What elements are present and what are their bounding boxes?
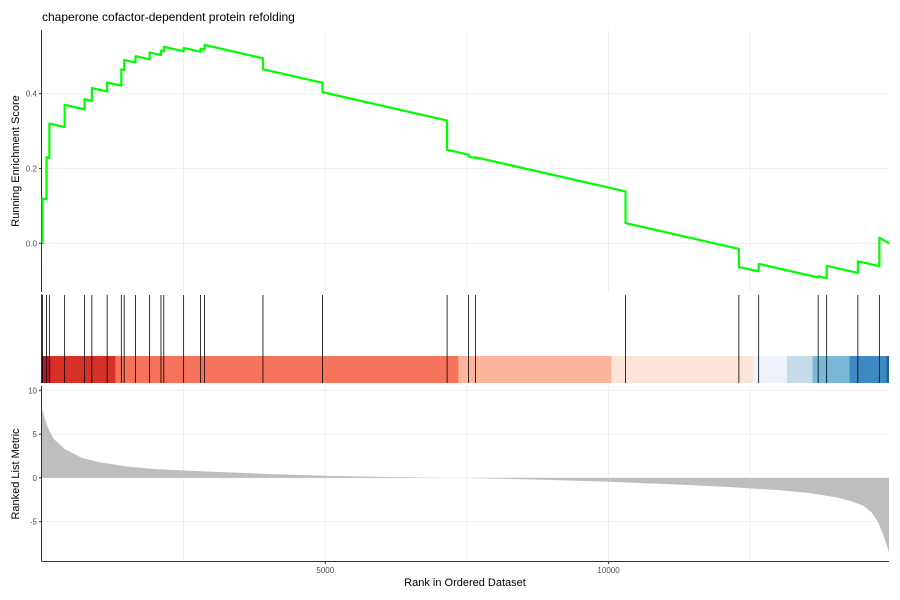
ranked-metric-y-ticks: -5 0 5 10 [28, 386, 42, 527]
gene-hit-lines [42, 295, 880, 383]
x-axis-title: Rank in Ordered Dataset [404, 577, 526, 589]
band-segment [787, 356, 813, 383]
running-score-gridlines [42, 30, 889, 292]
ranked-metric-area [42, 407, 889, 553]
x-tick-label: 5000 [316, 566, 334, 575]
ranked-metric-panel: -5 0 5 10 5000 10000 Ranked List Metric Rank… [10, 386, 889, 589]
x-ticks: 5000 10000 [316, 561, 620, 575]
y-tick-label: 10 [28, 386, 37, 395]
x-tick-label: 10000 [597, 566, 620, 575]
rank-color-band [42, 356, 889, 383]
running-score-line [41, 43, 890, 280]
running-score-y-axis-title: Running Enrichment Score [10, 95, 22, 226]
y-tick-label: 0.0 [26, 239, 38, 248]
running-score-y-ticks: 0.0 0.2 0.4 [26, 90, 42, 248]
y-tick-label: 0 [33, 474, 38, 483]
band-segment [458, 356, 612, 383]
chart-title: chaperone cofactor-dependent protein ref… [42, 10, 295, 24]
y-tick-label: 0.2 [26, 164, 38, 173]
band-segment [50, 356, 116, 383]
band-segment [849, 356, 887, 383]
ranked-metric-y-axis-title: Ranked List Metric [10, 428, 22, 520]
band-segment [812, 356, 850, 383]
y-tick-label: -5 [30, 518, 38, 527]
y-tick-label: 5 [33, 430, 38, 439]
y-tick-label: 0.4 [26, 90, 38, 99]
band-segment [115, 356, 459, 383]
band-segment [753, 356, 788, 383]
hits-panel [41, 294, 889, 383]
band-segment [886, 356, 889, 383]
band-segment [611, 356, 754, 383]
running-score-panel: 0.0 0.2 0.4 Running Enrichment Score [10, 30, 890, 292]
